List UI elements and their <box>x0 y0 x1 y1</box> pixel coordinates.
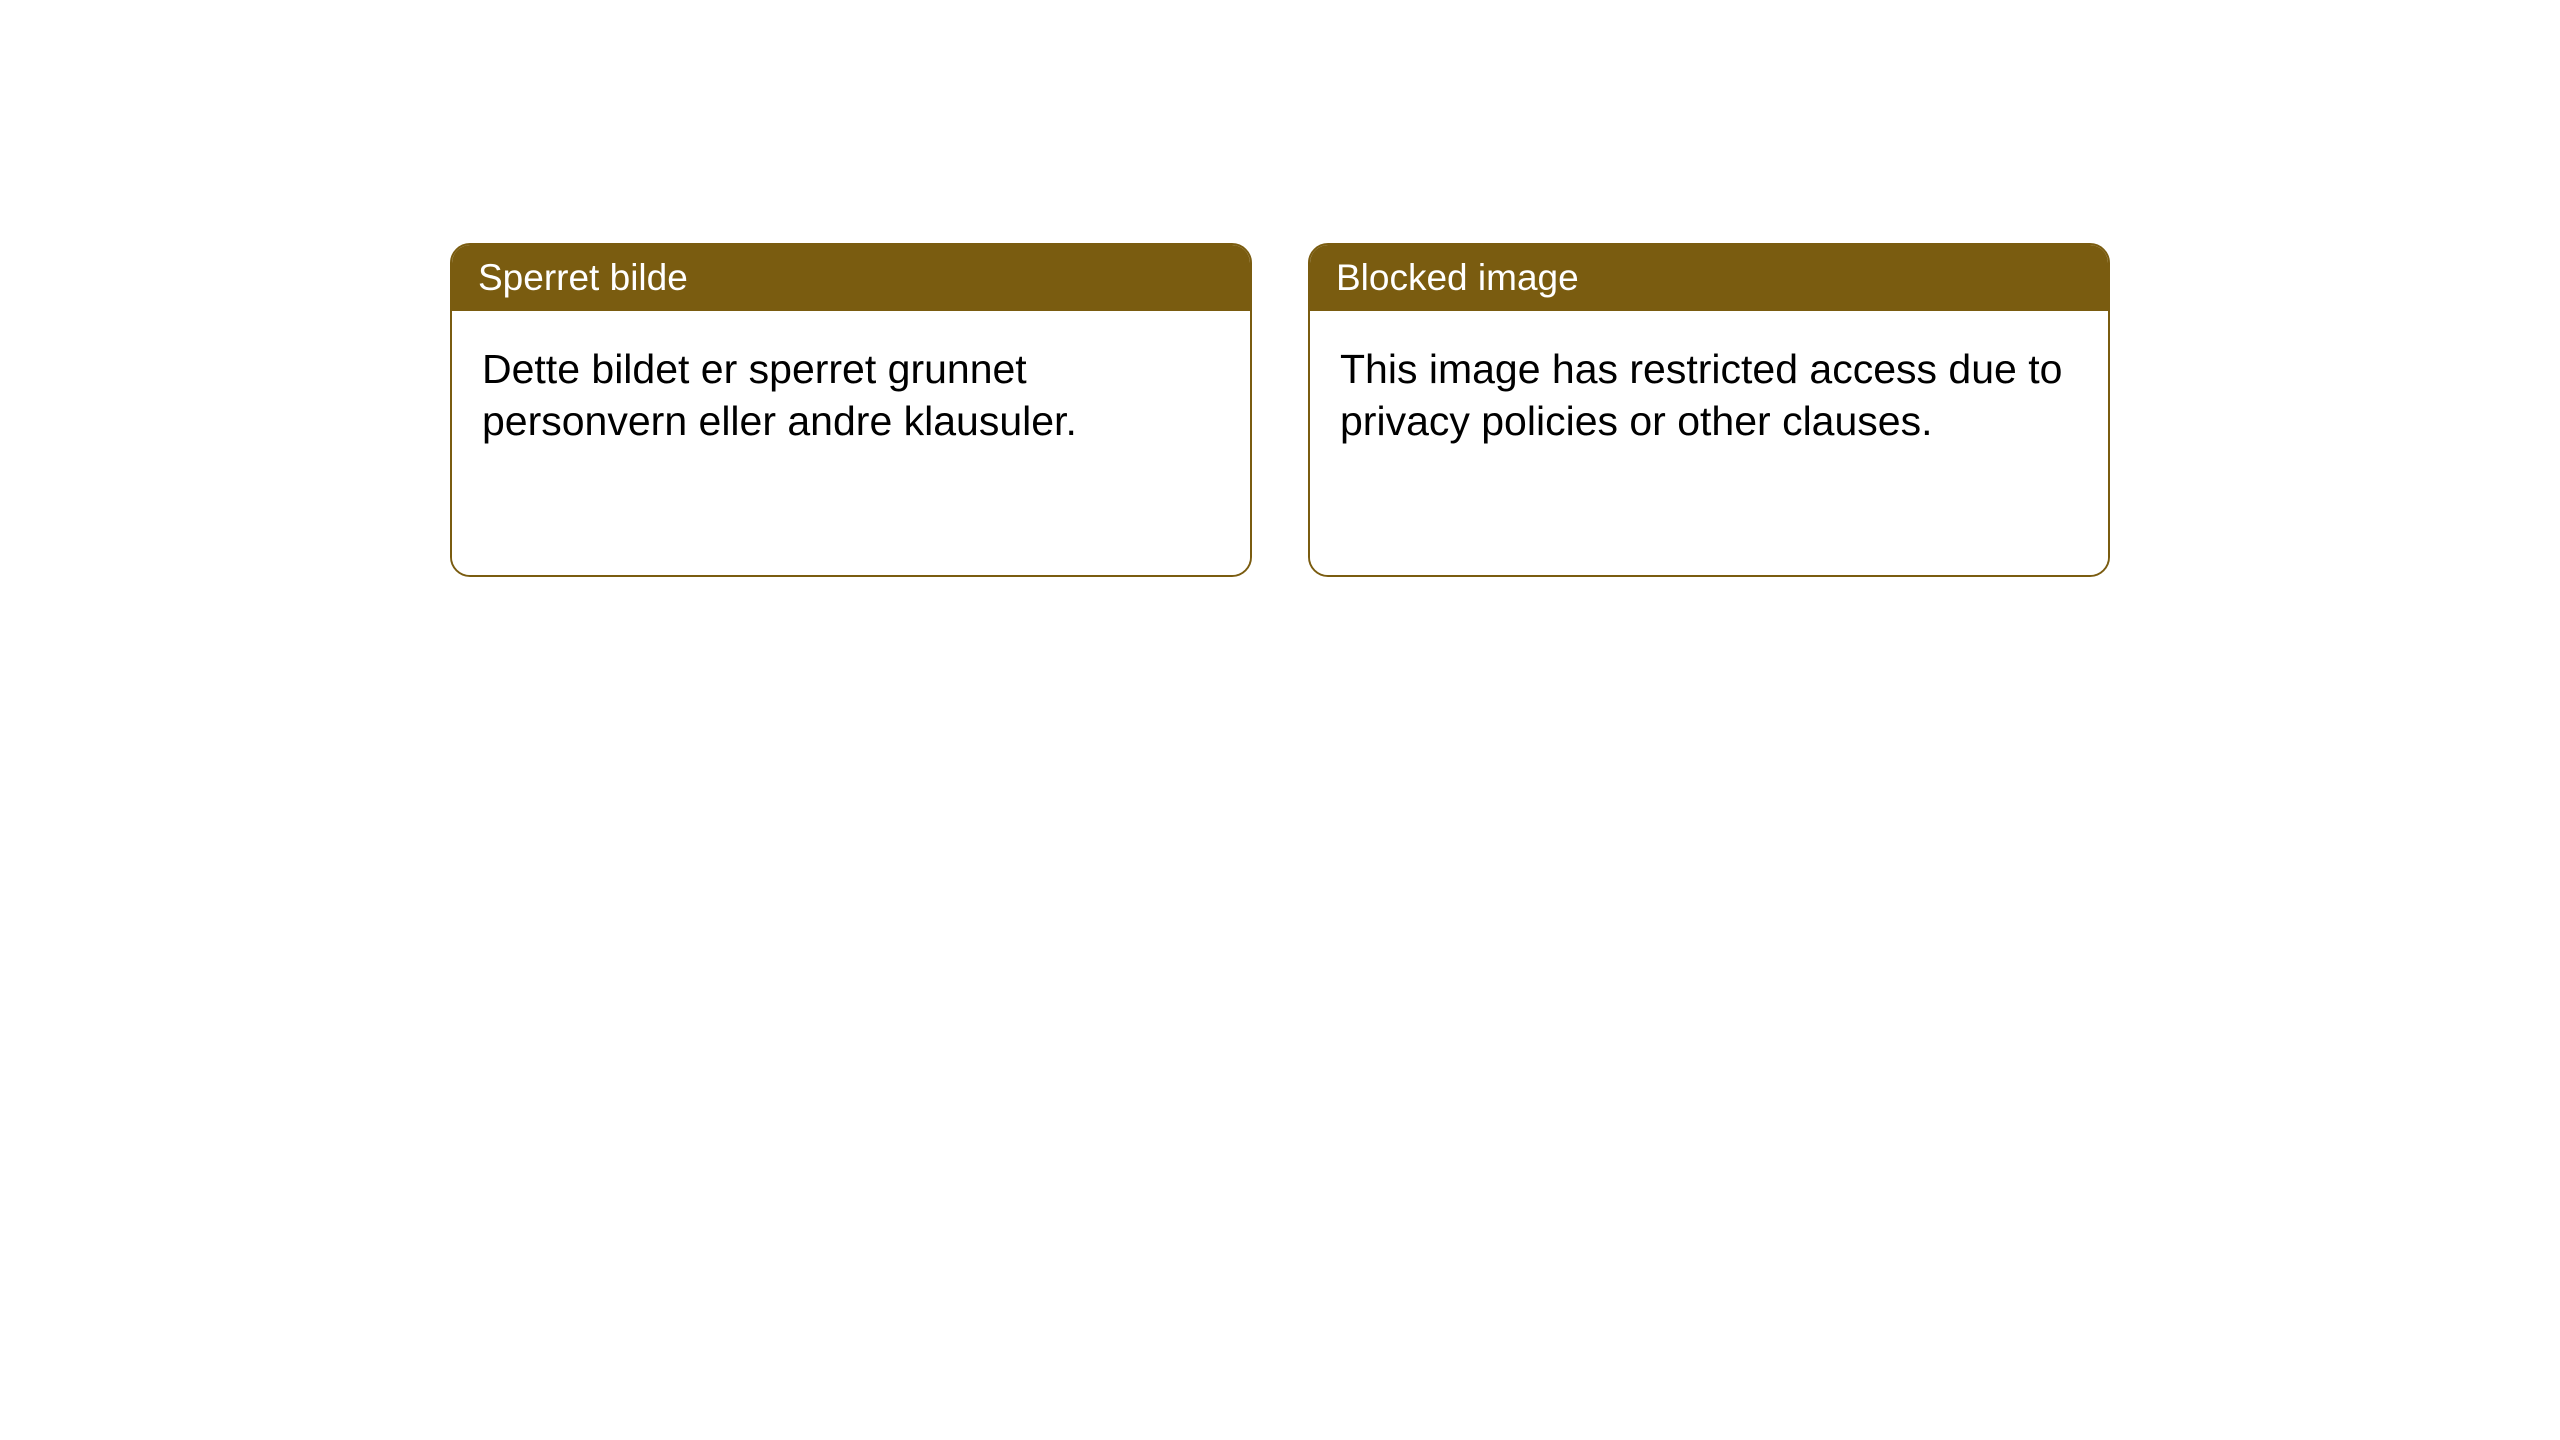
info-card-norwegian: Sperret bilde Dette bildet er sperret gr… <box>450 243 1252 577</box>
info-card-english: Blocked image This image has restricted … <box>1308 243 2110 577</box>
card-header: Sperret bilde <box>452 245 1250 311</box>
card-body: Dette bildet er sperret grunnet personve… <box>452 311 1250 575</box>
card-body-text: This image has restricted access due to … <box>1340 346 2062 444</box>
card-body: This image has restricted access due to … <box>1310 311 2108 575</box>
card-body-text: Dette bildet er sperret grunnet personve… <box>482 346 1077 444</box>
card-title: Blocked image <box>1336 257 1579 298</box>
card-title: Sperret bilde <box>478 257 688 298</box>
card-header: Blocked image <box>1310 245 2108 311</box>
info-cards-container: Sperret bilde Dette bildet er sperret gr… <box>450 243 2110 577</box>
